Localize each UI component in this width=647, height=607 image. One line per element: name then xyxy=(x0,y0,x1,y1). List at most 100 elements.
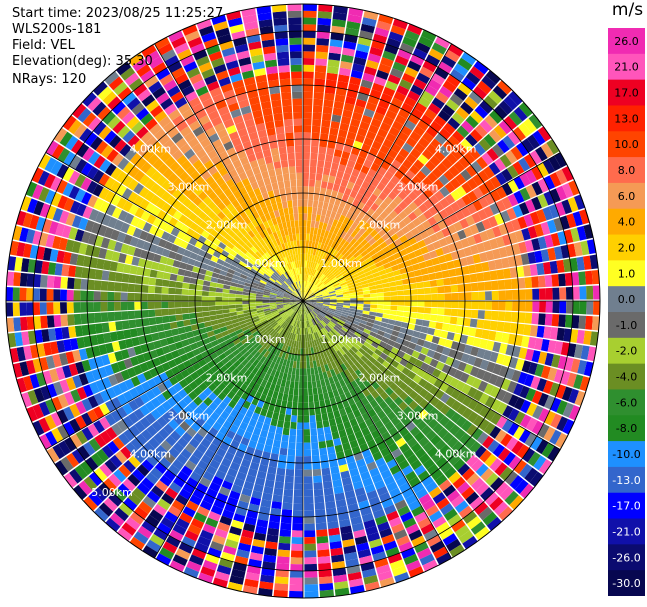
velocity-gate xyxy=(103,478,117,492)
velocity-gate xyxy=(324,92,335,101)
velocity-gate xyxy=(391,159,402,170)
velocity-gate xyxy=(312,207,318,215)
velocity-gate xyxy=(188,212,198,222)
velocity-gate xyxy=(566,372,577,388)
velocity-gate xyxy=(246,565,261,575)
velocity-gate xyxy=(527,251,537,264)
velocity-gate xyxy=(405,523,420,535)
velocity-gate xyxy=(276,296,283,299)
velocity-gate xyxy=(25,229,36,244)
velocity-gate xyxy=(416,119,430,132)
velocity-gate xyxy=(500,210,511,223)
velocity-gate xyxy=(356,542,370,552)
velocity-gate xyxy=(336,350,343,358)
velocity-gate xyxy=(361,568,377,578)
velocity-gate xyxy=(178,378,189,389)
velocity-gate xyxy=(336,302,344,306)
velocity-gate xyxy=(218,166,229,177)
velocity-gate xyxy=(329,293,337,297)
velocity-gate xyxy=(150,397,162,409)
velocity-gate xyxy=(227,390,236,400)
velocity-gate xyxy=(113,241,123,253)
velocity-gate xyxy=(308,313,313,320)
velocity-gate xyxy=(209,181,220,191)
velocity-gate xyxy=(380,415,391,426)
velocity-gate xyxy=(433,212,443,223)
velocity-gate xyxy=(326,272,333,279)
velocity-gate xyxy=(332,259,339,266)
velocity-gate xyxy=(325,501,336,509)
velocity-gate xyxy=(503,268,511,279)
velocity-gate xyxy=(323,230,330,238)
velocity-gate xyxy=(235,205,244,214)
velocity-gate xyxy=(343,298,351,301)
velocity-gate xyxy=(89,334,99,346)
velocity-gate xyxy=(292,319,296,327)
velocity-gate xyxy=(49,248,59,262)
velocity-gate xyxy=(358,421,368,431)
velocity-gate xyxy=(418,453,431,465)
velocity-gate xyxy=(549,382,560,397)
velocity-gate xyxy=(75,158,88,173)
velocity-gate xyxy=(355,415,365,425)
velocity-gate xyxy=(417,213,428,224)
velocity-gate xyxy=(121,174,134,188)
velocity-gate xyxy=(483,95,498,110)
velocity-gate xyxy=(329,297,337,300)
velocity-gate xyxy=(42,370,53,385)
velocity-gate xyxy=(380,273,388,280)
velocity-gate xyxy=(374,224,383,233)
velocity-gate xyxy=(164,55,180,68)
velocity-gate xyxy=(141,284,149,293)
velocity-gate xyxy=(531,350,541,363)
velocity-gate xyxy=(472,174,484,187)
velocity-gate xyxy=(441,245,451,255)
velocity-gate xyxy=(410,84,424,96)
velocity-gate xyxy=(187,258,196,266)
velocity-gate xyxy=(239,210,248,220)
velocity-gate xyxy=(340,371,347,379)
velocity-gate xyxy=(519,385,530,399)
velocity-gate xyxy=(161,179,172,191)
velocity-gate xyxy=(197,460,209,471)
velocity-gate xyxy=(262,365,270,374)
velocity-gate xyxy=(201,306,210,312)
velocity-gate xyxy=(313,488,324,497)
velocity-gate xyxy=(276,305,284,308)
velocity-gate xyxy=(199,180,209,191)
velocity-gate xyxy=(102,259,112,271)
velocity-gate xyxy=(426,365,436,375)
velocity-gate xyxy=(331,162,339,171)
velocity-gate xyxy=(377,410,387,420)
velocity-gate xyxy=(218,274,226,281)
velocity-gate xyxy=(29,344,39,359)
velocity-gate xyxy=(211,272,220,279)
velocity-gate xyxy=(235,341,243,349)
velocity-gate xyxy=(52,207,64,222)
velocity-gate xyxy=(412,374,422,384)
velocity-gate xyxy=(450,308,459,317)
velocity-gate xyxy=(178,79,192,91)
velocity-gate xyxy=(332,344,339,352)
velocity-gate xyxy=(437,427,449,439)
velocity-gate xyxy=(479,252,488,263)
velocity-gate xyxy=(360,195,369,205)
velocity-gate xyxy=(320,310,328,315)
velocity-gate xyxy=(412,186,423,197)
velocity-gate xyxy=(113,488,127,502)
velocity-gate xyxy=(484,114,498,129)
velocity-gate xyxy=(264,324,272,331)
velocity-gate xyxy=(490,399,502,412)
velocity-gate xyxy=(273,487,284,496)
velocity-gate xyxy=(266,472,276,482)
velocity-gate xyxy=(371,82,385,93)
velocity-gate xyxy=(149,123,162,136)
velocity-gate xyxy=(563,328,572,342)
velocity-gate xyxy=(62,182,74,197)
velocity-gate xyxy=(449,276,458,285)
velocity-gate xyxy=(307,381,313,389)
velocity-gate xyxy=(309,421,317,430)
velocity-gate xyxy=(309,297,317,300)
velocity-gate xyxy=(118,339,127,350)
velocity-gate xyxy=(236,363,245,372)
